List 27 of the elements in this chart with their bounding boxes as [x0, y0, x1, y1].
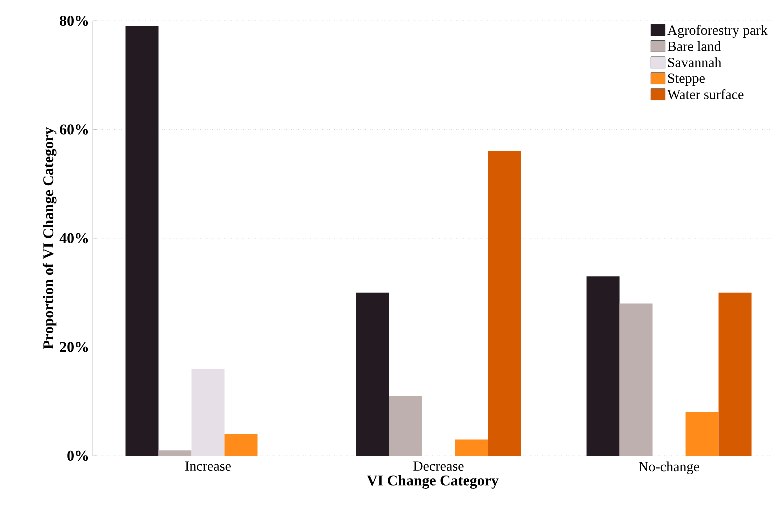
bar — [126, 26, 159, 456]
bar — [158, 450, 192, 456]
y-tick-label: 40% — [60, 233, 88, 244]
bar — [224, 434, 258, 456]
bar — [686, 412, 719, 456]
legend-label: Agroforestry park — [668, 25, 768, 38]
legend-label: Savannah — [668, 58, 722, 68]
bar — [620, 304, 653, 456]
legend-label: Steppe — [668, 74, 705, 86]
y-tick-label: 80% — [60, 16, 88, 26]
bar — [488, 152, 522, 456]
x-axis-title: VI Change Category — [367, 475, 499, 489]
bar — [718, 292, 752, 456]
y-tick-label: 0% — [68, 450, 88, 462]
y-tick-label: 60% — [60, 124, 88, 135]
bar — [356, 292, 390, 456]
x-tick-label: Increase — [186, 462, 231, 472]
x-tick-label: No-change — [639, 462, 700, 474]
bar — [192, 369, 225, 456]
y-axis-title: Proportion of VI Change Category — [42, 128, 57, 350]
x-tick-label: Decrease — [414, 462, 464, 472]
y-tick-label: 20% — [60, 342, 88, 352]
bar — [389, 396, 422, 456]
bar — [455, 440, 488, 456]
bar — [586, 276, 620, 456]
legend-label: Bare land — [668, 41, 722, 52]
legend-label: Water surface — [668, 90, 744, 100]
